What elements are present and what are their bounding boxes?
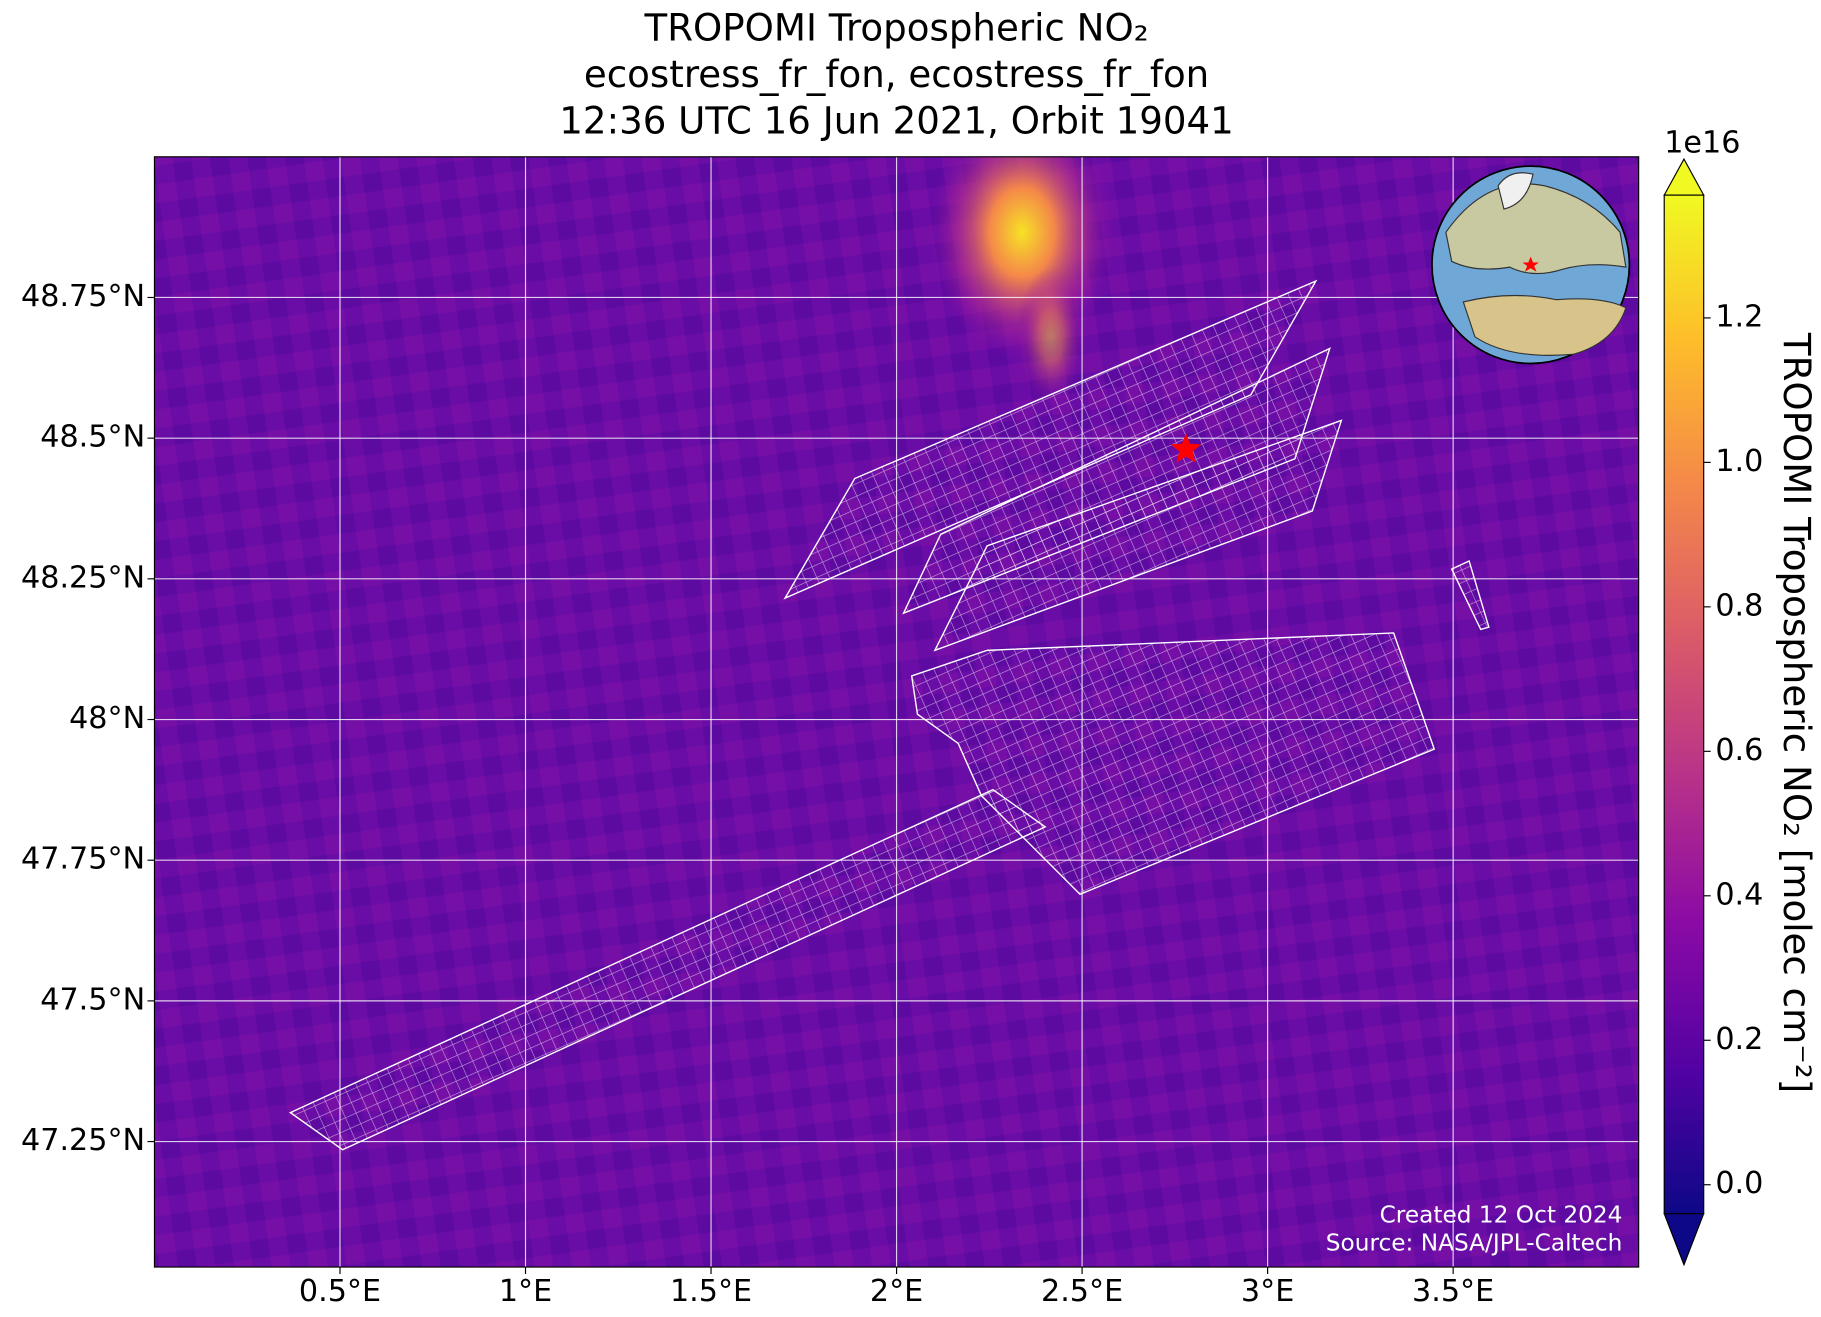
y-tick-label: 47.75°N bbox=[21, 842, 145, 877]
swaths bbox=[288, 279, 1490, 1151]
x-tick-label: 1.5°E bbox=[670, 1274, 752, 1309]
colorbar-tick-label: 0.0 bbox=[1715, 1166, 1763, 1201]
colorbar-extend-min bbox=[1663, 1213, 1705, 1267]
title-line: ecostress_fr_fon, ecostress_fr_fon bbox=[584, 53, 1209, 96]
grid bbox=[154, 156, 1639, 1268]
colorbar-offset: 1e16 bbox=[1664, 126, 1740, 161]
y-tick-label: 48°N bbox=[69, 701, 145, 736]
colorbar-tick-label: 0.4 bbox=[1715, 877, 1763, 912]
title-line: 12:36 UTC 16 Jun 2021, Orbit 19041 bbox=[559, 100, 1234, 143]
x-tick-label: 2.5°E bbox=[1041, 1274, 1123, 1309]
y-tick-label: 48.75°N bbox=[21, 279, 145, 314]
title: TROPOMI Tropospheric NO₂ ecostress_fr_fo… bbox=[559, 7, 1234, 143]
colorbar-tick-label: 0.6 bbox=[1715, 733, 1763, 768]
colorbar-tick-label: 0.2 bbox=[1715, 1022, 1763, 1057]
site-marker bbox=[1170, 433, 1202, 463]
y-tick-label: 48.25°N bbox=[21, 560, 145, 595]
x-tick-label: 3°E bbox=[1241, 1274, 1294, 1309]
footer: Source: NASA/JPL-Caltech bbox=[1326, 1229, 1623, 1256]
x-tick-label: 1°E bbox=[499, 1274, 552, 1309]
colorbar-tick-label: 1.2 bbox=[1715, 299, 1763, 334]
colorbar bbox=[1663, 157, 1711, 1267]
y-tick-label: 47.25°N bbox=[21, 1123, 145, 1158]
x-tick-label: 2°E bbox=[870, 1274, 923, 1309]
footer: Created 12 Oct 2024 bbox=[1380, 1201, 1623, 1228]
colorbar-extend-max bbox=[1663, 157, 1705, 196]
y-tick-label: 48.5°N bbox=[40, 420, 145, 455]
title-line: TROPOMI Tropospheric NO₂ bbox=[644, 7, 1149, 50]
colorbar-bar bbox=[1663, 194, 1705, 1215]
x-tick-label: 0.5°E bbox=[299, 1274, 381, 1309]
colorbar-tick-label: 1.0 bbox=[1715, 444, 1763, 479]
colorbar-tick-label: 0.8 bbox=[1715, 588, 1763, 623]
y-tick-label: 47.5°N bbox=[40, 982, 145, 1017]
x-tick-label: 3.5°E bbox=[1412, 1274, 1494, 1309]
globe-inset bbox=[1431, 165, 1631, 365]
colorbar-label: TROPOMI Tropospheric NO₂ [molec cm⁻²] bbox=[1775, 332, 1818, 1093]
